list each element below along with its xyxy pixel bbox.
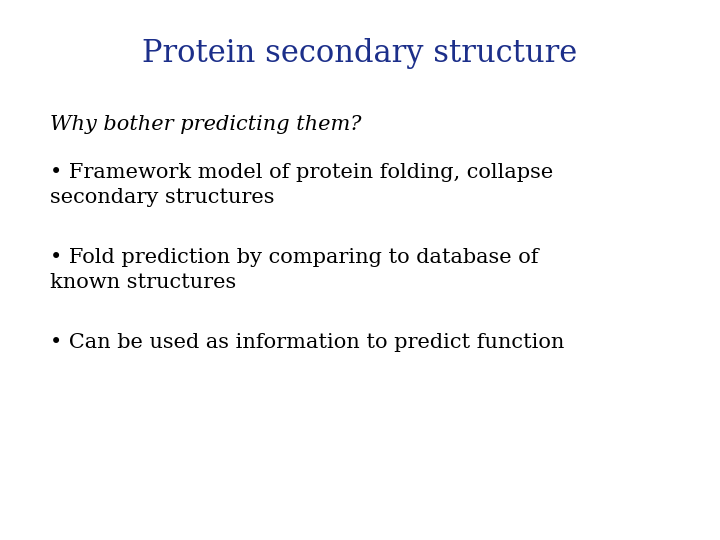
Text: • Can be used as information to predict function: • Can be used as information to predict … <box>50 333 564 352</box>
Text: • Framework model of protein folding, collapse
secondary structures: • Framework model of protein folding, co… <box>50 163 553 207</box>
Text: Protein secondary structure: Protein secondary structure <box>143 38 577 69</box>
Text: • Fold prediction by comparing to database of
known structures: • Fold prediction by comparing to databa… <box>50 248 539 292</box>
Text: Why bother predicting them?: Why bother predicting them? <box>50 115 361 134</box>
